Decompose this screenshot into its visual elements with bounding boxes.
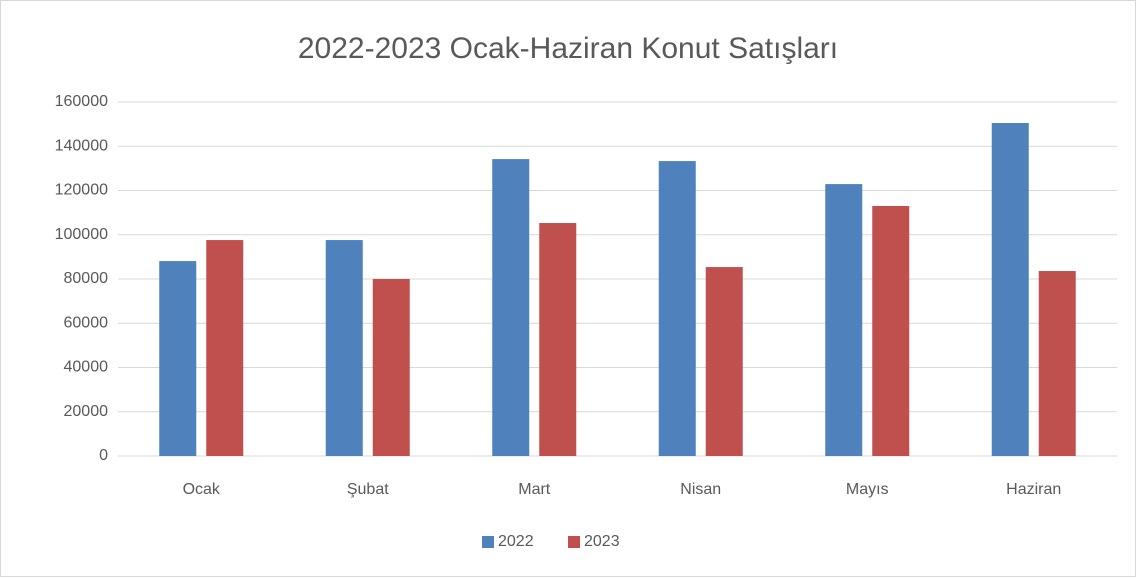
x-tick-label: Haziran — [1006, 481, 1061, 498]
legend-label: 2023 — [584, 533, 620, 550]
legend-label: 2022 — [498, 533, 534, 550]
x-tick-label: Ocak — [183, 481, 221, 498]
bar — [658, 161, 696, 457]
bar — [705, 267, 743, 456]
y-tick-label: 160000 — [55, 93, 108, 110]
bar — [991, 123, 1029, 457]
bar — [492, 159, 530, 456]
bar — [825, 184, 863, 457]
bar — [1038, 271, 1076, 456]
x-tick-label: Nisan — [680, 481, 721, 498]
bar — [206, 240, 244, 456]
bar — [872, 205, 910, 456]
y-tick-label: 20000 — [64, 403, 109, 420]
chart-title: 2022-2023 Ocak-Haziran Konut Satışları — [298, 32, 838, 65]
bar — [539, 223, 577, 456]
y-tick-label: 140000 — [55, 137, 108, 154]
legend-swatch — [482, 536, 494, 548]
y-tick-label: 60000 — [64, 314, 109, 331]
bar — [372, 279, 410, 456]
x-tick-label: Mart — [518, 481, 551, 498]
x-tick-label: Şubat — [347, 481, 389, 498]
y-tick-label: 80000 — [64, 270, 109, 287]
y-tick-label: 120000 — [55, 182, 108, 199]
y-tick-label: 100000 — [55, 226, 108, 243]
y-tick-label: 0 — [99, 447, 108, 464]
x-tick-label: Mayıs — [846, 481, 889, 498]
y-tick-label: 40000 — [64, 359, 109, 376]
bar — [159, 261, 197, 456]
legend-swatch — [568, 536, 580, 548]
bar — [325, 240, 363, 456]
